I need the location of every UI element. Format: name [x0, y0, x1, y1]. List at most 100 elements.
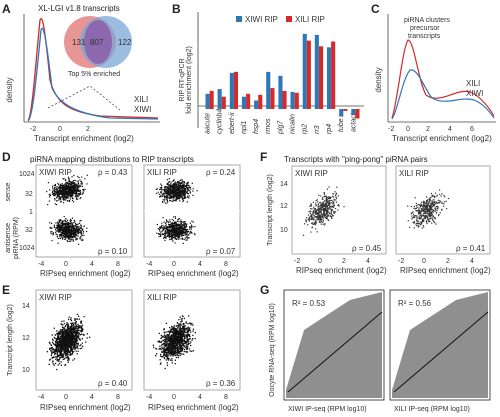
scatter-point	[184, 197, 186, 199]
scatter-point	[177, 327, 179, 329]
scatter-point	[56, 192, 58, 194]
scatter-point	[183, 343, 185, 345]
scatter-point	[183, 181, 185, 183]
scatter-point	[176, 185, 178, 187]
scatter-point	[178, 231, 181, 233]
scatter-point	[56, 186, 58, 188]
scatter-point	[62, 185, 64, 187]
scatter-point	[165, 348, 167, 351]
scatter-point	[170, 350, 172, 352]
scatter-point	[185, 331, 187, 333]
scatter-point	[77, 331, 79, 333]
scatter-point	[80, 344, 82, 346]
scatter-point	[182, 188, 184, 190]
scatter-point	[169, 326, 171, 329]
scatter-point	[78, 231, 80, 233]
scatter-point	[55, 200, 58, 202]
scatter-point	[70, 340, 73, 342]
panel-d-left-label: XIWI RIP	[39, 168, 72, 177]
panel-c-title-3: transcripts	[408, 33, 441, 40]
scatter-point	[180, 337, 183, 339]
scatter-point	[62, 193, 64, 195]
scatter-point	[81, 231, 83, 233]
scatter-point	[178, 330, 180, 332]
scatter-point	[60, 329, 62, 331]
scatter-point	[67, 190, 69, 192]
scatter-point	[60, 201, 62, 203]
scatter-point	[72, 224, 74, 227]
bar-npl1-xili	[246, 93, 251, 109]
scatter-point	[72, 347, 74, 349]
scatter-point	[181, 340, 183, 342]
scatter-point	[80, 185, 82, 187]
scatter-point	[169, 196, 171, 198]
scatter-point	[75, 231, 77, 233]
scatter-point	[66, 190, 68, 192]
scatter-point	[178, 351, 180, 353]
scatter-point	[55, 350, 57, 352]
scatter-point	[181, 333, 183, 336]
scatter-point	[66, 323, 68, 326]
scatter-point	[183, 345, 185, 347]
scatter-point	[50, 353, 53, 355]
scatter-point	[175, 231, 177, 233]
scatter-point	[156, 223, 158, 226]
scatter-point	[67, 361, 69, 363]
scatter-point	[78, 229, 80, 231]
panel-a-xtick-0: -2	[30, 126, 36, 133]
scatter-point	[158, 233, 160, 235]
scatter-point	[190, 230, 192, 232]
scatter-point	[158, 236, 160, 238]
scatter-point	[71, 195, 74, 197]
scatter-point	[319, 218, 321, 220]
scatter-point	[165, 232, 167, 235]
scatter-point	[160, 186, 163, 188]
scatter-point	[81, 330, 83, 332]
scatter-point	[58, 336, 60, 338]
scatter-point	[58, 343, 61, 346]
scatter-point	[55, 341, 57, 343]
scatter-point	[174, 351, 176, 353]
scatter-point	[74, 187, 76, 189]
scatter-point	[165, 322, 167, 324]
panel-d-left-xtick-3: 8	[116, 261, 120, 268]
scatter-point	[54, 203, 56, 205]
category-label-nicalin: nicalin	[290, 114, 297, 134]
scatter-point	[183, 231, 185, 234]
scatter-point	[174, 223, 176, 225]
scatter-point	[156, 353, 158, 355]
panel-f-ytick-2: 10	[280, 227, 288, 234]
scatter-point	[169, 342, 171, 344]
scatter-point	[81, 185, 83, 187]
scatter-point	[178, 325, 180, 327]
scatter-point	[77, 343, 79, 345]
scatter-point	[68, 223, 70, 225]
scatter-point	[184, 227, 186, 230]
scatter-point	[63, 234, 65, 236]
scatter-point	[64, 355, 66, 357]
scatter-point	[69, 225, 72, 227]
scatter-point	[66, 356, 68, 358]
scatter-point	[66, 219, 69, 221]
scatter-point	[189, 222, 191, 224]
scatter-point	[70, 193, 72, 195]
scatter-point	[170, 343, 172, 346]
panel-d-right-xtick-0: -4	[146, 261, 152, 268]
scatter-point	[80, 235, 82, 238]
scatter-point	[171, 326, 173, 328]
scatter-point	[59, 226, 61, 229]
scatter-point	[170, 355, 172, 357]
scatter-point	[163, 233, 165, 235]
scatter-point	[65, 348, 67, 350]
scatter-point	[167, 354, 169, 356]
scatter-point	[177, 220, 179, 223]
panel-e-left-scatter	[46, 313, 91, 371]
scatter-point	[80, 320, 83, 322]
scatter-point	[65, 228, 67, 230]
scatter-point	[68, 238, 70, 240]
scatter-point	[160, 191, 163, 193]
scatter-point	[175, 230, 177, 232]
scatter-point	[63, 202, 65, 204]
scatter-point	[64, 338, 66, 340]
scatter-point	[65, 220, 67, 222]
